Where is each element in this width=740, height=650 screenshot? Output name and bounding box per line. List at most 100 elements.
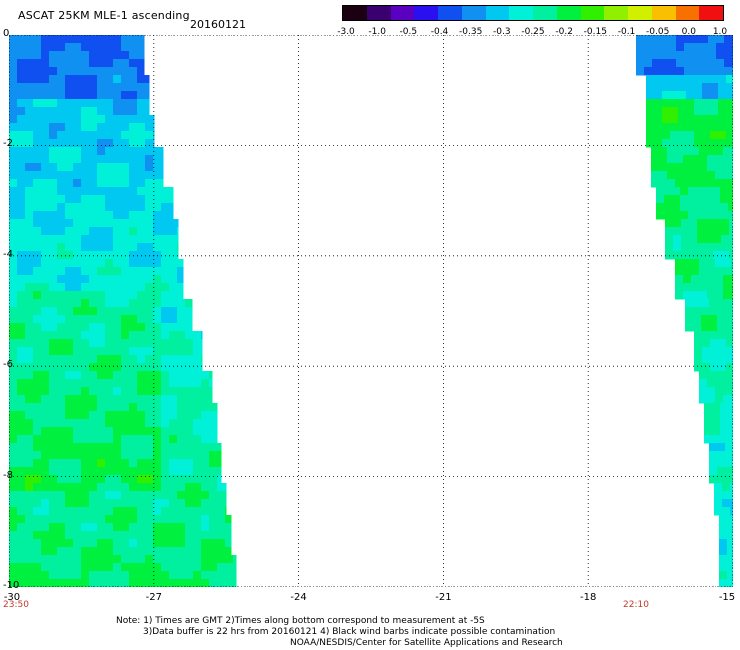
data-cell (57, 459, 66, 468)
data-cell (113, 35, 122, 44)
data-cell (161, 371, 170, 380)
data-cell (644, 51, 653, 60)
data-cell (731, 379, 733, 388)
data-cell (65, 259, 74, 268)
data-cell (73, 171, 82, 180)
data-cell (121, 147, 130, 156)
data-cell (81, 435, 90, 444)
data-cell (41, 371, 50, 380)
data-cell (105, 355, 114, 364)
data-cell (129, 531, 138, 540)
data-cell (662, 115, 671, 124)
data-cell (129, 451, 138, 460)
data-cell (25, 467, 34, 476)
data-cell (709, 459, 718, 468)
data-cell (25, 211, 34, 220)
data-cell (89, 275, 98, 284)
data-cell (685, 315, 694, 324)
data-cell (707, 283, 716, 292)
data-cell (201, 555, 210, 564)
data-cell (161, 339, 170, 348)
data-cell (65, 235, 74, 244)
data-cell (145, 307, 154, 316)
data-cell (49, 139, 58, 148)
data-cell (702, 355, 711, 364)
data-cell (702, 339, 711, 348)
data-cell (9, 347, 18, 356)
data-cell (73, 155, 82, 164)
data-cell (113, 163, 122, 172)
data-cell (41, 91, 50, 100)
data-cell (217, 531, 226, 540)
data-cell (696, 203, 705, 212)
data-cell (225, 515, 232, 524)
data-cell (652, 35, 661, 44)
data-cell (57, 531, 66, 540)
data-cell (17, 571, 26, 580)
data-cell (113, 443, 122, 452)
data-cell (49, 115, 58, 124)
data-cell (113, 291, 122, 300)
data-cell (25, 99, 34, 108)
data-cell (89, 235, 98, 244)
data-cell (89, 195, 98, 204)
data-cell (721, 251, 730, 260)
colorbar-segment (556, 6, 581, 20)
data-cell (97, 75, 106, 84)
data-cell (707, 179, 716, 188)
colorbar-label: -0.2 (555, 27, 573, 37)
data-cell (169, 291, 178, 300)
data-cell (113, 227, 122, 236)
data-cell (654, 99, 663, 108)
data-cell (57, 35, 66, 44)
data-cell (145, 195, 154, 204)
data-cell (169, 443, 178, 452)
data-cell (145, 443, 154, 452)
data-cell (137, 371, 146, 380)
data-cell (73, 275, 82, 284)
data-cell (233, 571, 237, 580)
data-cell (41, 571, 50, 580)
data-cell (49, 531, 58, 540)
data-cell (105, 483, 114, 492)
data-cell (161, 403, 170, 412)
data-cell (57, 419, 66, 428)
data-cell (724, 51, 733, 60)
data-cell (105, 411, 114, 420)
data-cell (89, 363, 98, 372)
data-cell (727, 547, 733, 556)
data-cell (169, 579, 178, 587)
data-cell (49, 259, 58, 268)
data-cell (89, 163, 98, 172)
data-cell (726, 123, 733, 132)
data-cell (137, 475, 146, 484)
data-cell (717, 299, 726, 308)
data-cell (25, 531, 34, 540)
data-cell (209, 483, 218, 492)
data-cell (705, 235, 714, 244)
data-cell (732, 59, 733, 68)
data-cell (726, 339, 733, 348)
data-cell (65, 195, 74, 204)
data-cell (720, 411, 729, 420)
data-cell (193, 523, 202, 532)
data-cell (65, 115, 74, 124)
data-cell (73, 395, 82, 404)
data-cell (691, 155, 700, 164)
data-cell (73, 531, 82, 540)
data-cell (656, 211, 665, 220)
data-cell (686, 99, 695, 108)
data-cell (65, 571, 74, 580)
data-cell (105, 307, 114, 316)
data-cell (646, 99, 655, 108)
data-cell (89, 291, 98, 300)
data-cell (33, 483, 42, 492)
data-cell (57, 355, 66, 364)
data-cell (684, 59, 693, 68)
data-cell (686, 91, 695, 100)
data-cell (161, 579, 170, 587)
data-cell (137, 571, 146, 580)
data-cell (89, 107, 98, 116)
data-cell (97, 403, 106, 412)
data-cell (41, 299, 50, 308)
